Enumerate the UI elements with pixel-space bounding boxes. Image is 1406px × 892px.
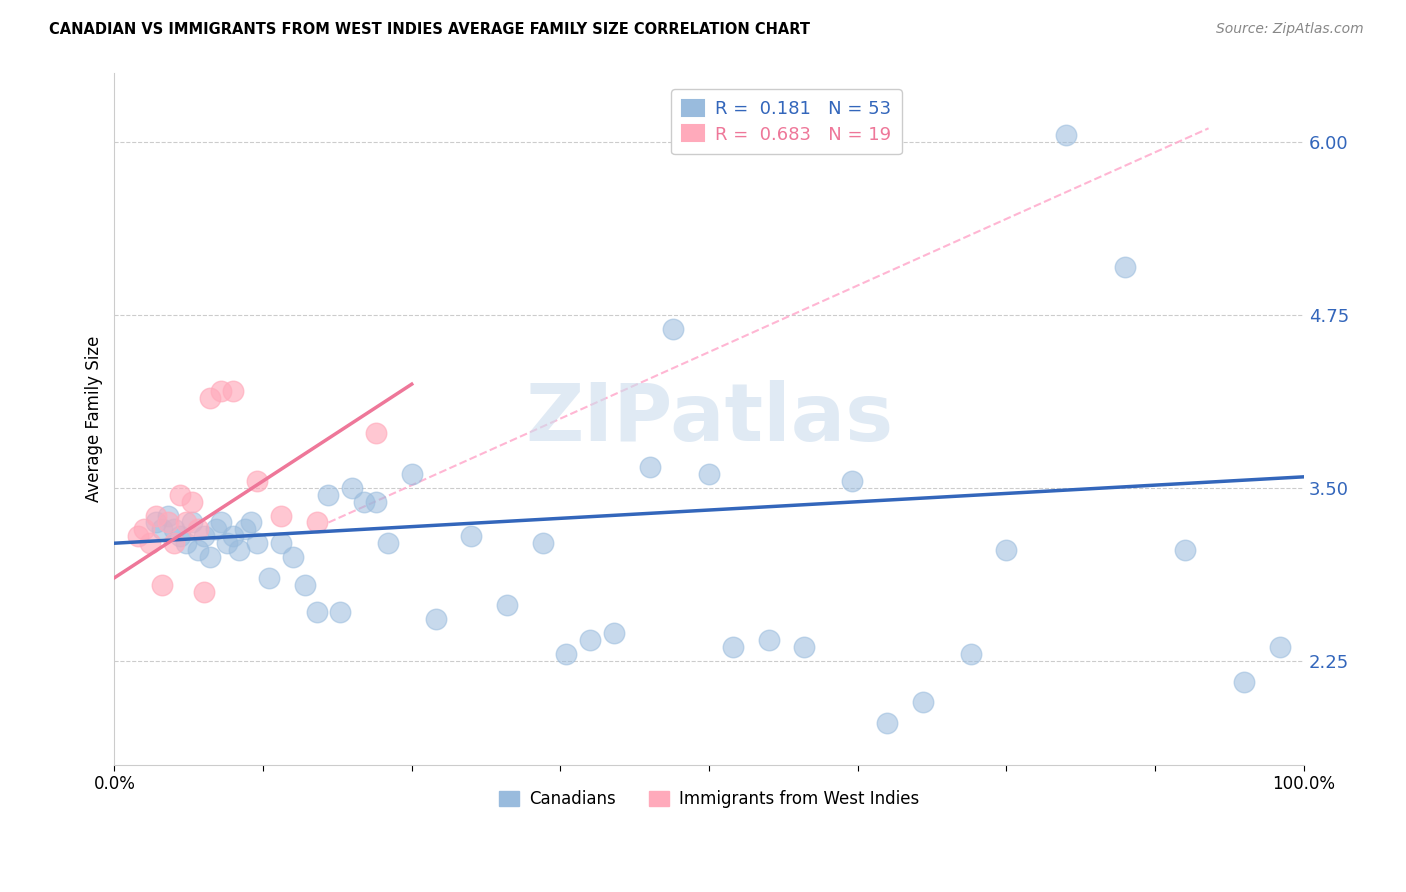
Point — [721, 640, 744, 654]
Point — [1174, 543, 1197, 558]
Text: ZIPatlas: ZIPatlas — [524, 380, 893, 458]
Point — [187, 522, 209, 536]
Point — [156, 508, 179, 523]
Point — [198, 391, 221, 405]
Point — [127, 529, 149, 543]
Point — [174, 516, 197, 530]
Point — [912, 695, 935, 709]
Point — [638, 460, 661, 475]
Point — [305, 606, 328, 620]
Point — [180, 494, 202, 508]
Point — [555, 647, 578, 661]
Point — [145, 516, 167, 530]
Point — [222, 384, 245, 398]
Point — [1114, 260, 1136, 274]
Point — [193, 584, 215, 599]
Point — [246, 536, 269, 550]
Point — [294, 578, 316, 592]
Point — [342, 481, 364, 495]
Text: Source: ZipAtlas.com: Source: ZipAtlas.com — [1216, 22, 1364, 37]
Y-axis label: Average Family Size: Average Family Size — [86, 335, 103, 502]
Point — [163, 536, 186, 550]
Point — [425, 612, 447, 626]
Point — [156, 516, 179, 530]
Point — [217, 536, 239, 550]
Legend: Canadians, Immigrants from West Indies: Canadians, Immigrants from West Indies — [492, 784, 927, 815]
Point — [233, 522, 256, 536]
Point — [460, 529, 482, 543]
Point — [257, 571, 280, 585]
Point — [579, 633, 602, 648]
Point — [211, 516, 233, 530]
Point — [281, 549, 304, 564]
Point — [1268, 640, 1291, 654]
Point — [329, 606, 352, 620]
Point — [876, 716, 898, 731]
Point — [204, 522, 226, 536]
Point — [193, 529, 215, 543]
Point — [793, 640, 815, 654]
Point — [187, 543, 209, 558]
Point — [305, 516, 328, 530]
Point — [169, 488, 191, 502]
Point — [662, 322, 685, 336]
Point — [995, 543, 1018, 558]
Point — [150, 578, 173, 592]
Point — [1233, 674, 1256, 689]
Point — [697, 467, 720, 481]
Point — [150, 522, 173, 536]
Point — [959, 647, 981, 661]
Point — [318, 488, 340, 502]
Point — [145, 508, 167, 523]
Point — [603, 626, 626, 640]
Point — [134, 522, 156, 536]
Point — [496, 599, 519, 613]
Point — [198, 549, 221, 564]
Point — [228, 543, 250, 558]
Point — [531, 536, 554, 550]
Point — [364, 425, 387, 440]
Point — [377, 536, 399, 550]
Point — [222, 529, 245, 543]
Point — [841, 474, 863, 488]
Point — [211, 384, 233, 398]
Point — [169, 529, 191, 543]
Point — [139, 536, 162, 550]
Point — [240, 516, 263, 530]
Point — [353, 494, 375, 508]
Point — [163, 522, 186, 536]
Point — [1054, 128, 1077, 143]
Text: CANADIAN VS IMMIGRANTS FROM WEST INDIES AVERAGE FAMILY SIZE CORRELATION CHART: CANADIAN VS IMMIGRANTS FROM WEST INDIES … — [49, 22, 810, 37]
Point — [401, 467, 423, 481]
Point — [246, 474, 269, 488]
Point — [270, 508, 292, 523]
Point — [270, 536, 292, 550]
Point — [364, 494, 387, 508]
Point — [174, 536, 197, 550]
Point — [180, 516, 202, 530]
Point — [758, 633, 780, 648]
